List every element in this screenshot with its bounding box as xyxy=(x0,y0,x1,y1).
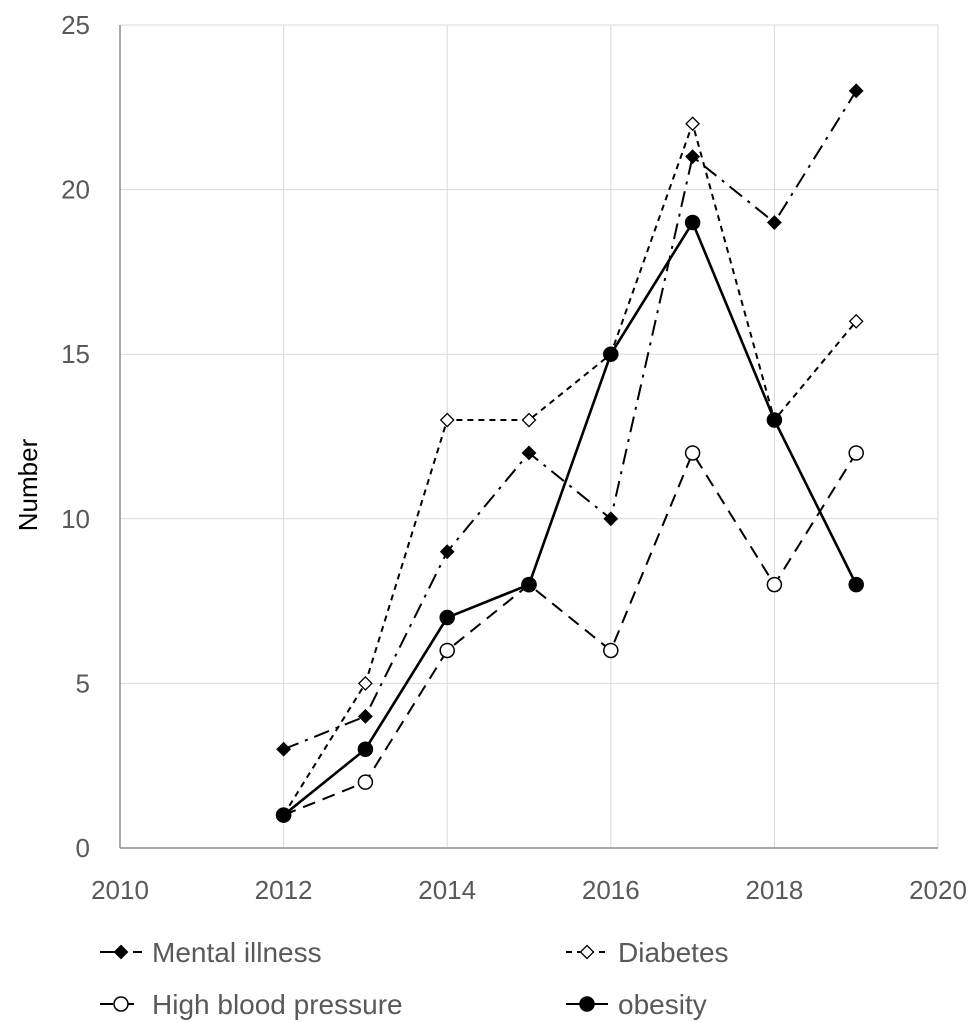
legend: Mental illness Diabetes High blood pressur… xyxy=(100,937,729,1020)
legend-label: Mental illness xyxy=(152,937,322,968)
y-axis-label: Number xyxy=(13,438,43,531)
y-tick-label: 0 xyxy=(76,833,90,863)
y-tick-label: 10 xyxy=(61,504,90,534)
legend-label: obesity xyxy=(618,989,707,1020)
data-point xyxy=(684,214,701,231)
data-point xyxy=(439,642,455,659)
data-point xyxy=(848,445,864,461)
legend-marker xyxy=(113,996,129,1012)
x-tick-label: 2010 xyxy=(91,875,149,905)
legend-item: High blood pressure xyxy=(100,989,403,1020)
data-point xyxy=(848,576,864,593)
grid-lines xyxy=(120,24,939,848)
tick-labels: 0 5 10 15 20 25 2010 2012 2014 2016 2018 2020 xyxy=(61,10,967,905)
data-point xyxy=(439,412,455,428)
legend-marker xyxy=(579,996,595,1012)
legend-marker xyxy=(579,944,595,960)
y-tick-label: 15 xyxy=(61,339,90,369)
series-3 xyxy=(275,214,864,823)
data-point xyxy=(439,609,455,626)
data-point xyxy=(357,774,374,790)
data-point xyxy=(603,346,619,362)
x-tick-label: 2012 xyxy=(255,875,313,905)
y-tick-label: 25 xyxy=(61,10,90,40)
data-point xyxy=(684,445,701,461)
data-point xyxy=(848,313,864,329)
data-point xyxy=(603,511,619,527)
data-point xyxy=(276,741,292,757)
x-tick-label: 2018 xyxy=(745,875,803,905)
data-point xyxy=(766,576,783,593)
legend-label: Diabetes xyxy=(618,937,729,968)
data-point xyxy=(521,445,537,461)
data-point xyxy=(685,116,701,132)
data-point xyxy=(521,412,537,428)
data-point xyxy=(766,412,783,428)
data-point xyxy=(848,83,864,99)
data-point xyxy=(275,807,292,823)
x-tick-label: 2016 xyxy=(582,875,640,905)
series-0 xyxy=(276,83,864,757)
data-point xyxy=(357,675,373,691)
legend-marker xyxy=(113,944,129,960)
data-point xyxy=(685,149,701,165)
data-point xyxy=(603,642,619,659)
y-tick-label: 5 xyxy=(76,668,90,698)
data-point xyxy=(357,741,374,757)
x-tick-label: 2014 xyxy=(418,875,476,905)
series-group xyxy=(275,83,864,823)
data-point xyxy=(521,576,537,593)
legend-item: obesity xyxy=(566,989,707,1020)
series-2 xyxy=(275,445,864,823)
data-point xyxy=(439,544,455,560)
x-tick-label: 2020 xyxy=(909,875,967,905)
y-tick-label: 20 xyxy=(61,175,90,205)
legend-item: Mental illness xyxy=(100,937,322,968)
legend-label: High blood pressure xyxy=(152,989,403,1020)
axes xyxy=(119,25,938,849)
data-point xyxy=(357,708,373,724)
series-line xyxy=(283,90,858,751)
legend-item: Diabetes xyxy=(566,937,729,968)
series-line xyxy=(282,221,858,817)
series-line xyxy=(282,122,857,816)
data-point xyxy=(766,215,782,230)
series-line xyxy=(283,451,858,817)
